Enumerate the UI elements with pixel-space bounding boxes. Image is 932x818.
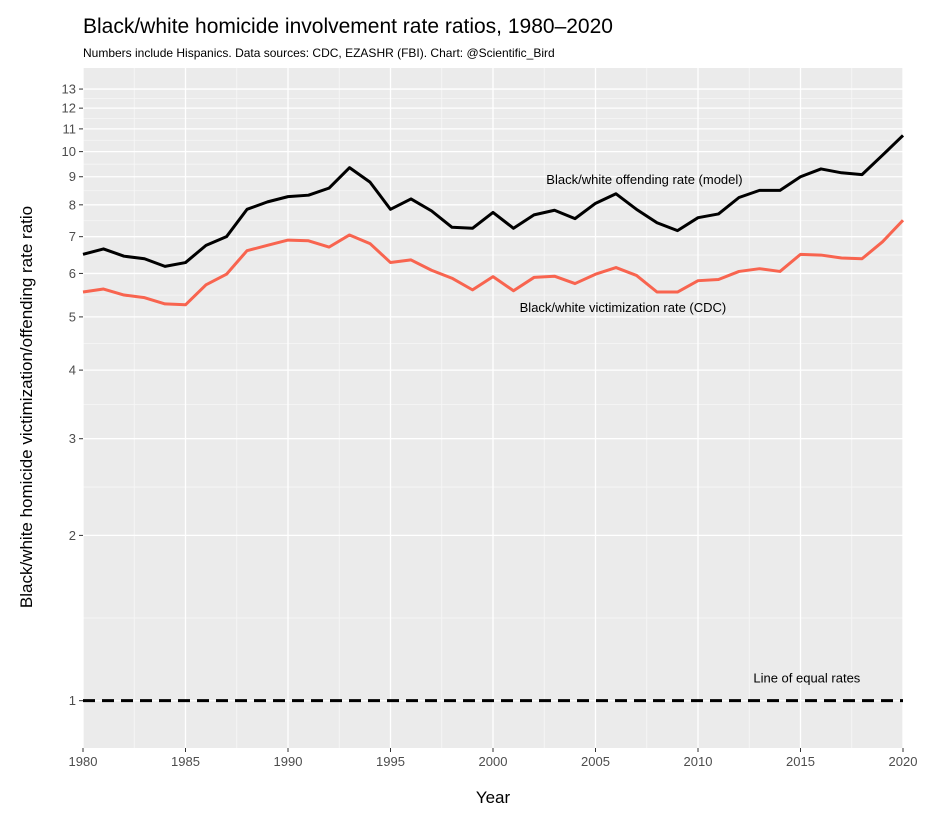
y-tick-label: 2: [69, 528, 76, 543]
y-tick-label: 1: [69, 693, 76, 708]
series-layer: [82, 134, 905, 307]
y-tick-label: 7: [69, 229, 76, 244]
y-tick-label: 13: [62, 82, 76, 97]
offending-rate-line: [82, 134, 905, 268]
y-tick-label: 3: [69, 431, 76, 446]
chart-subtitle: Numbers include Hispanics. Data sources:…: [83, 46, 555, 60]
x-tick-label: 2000: [479, 754, 508, 769]
equal-rates-annotation: Line of equal rates: [753, 670, 860, 685]
chart-title: Black/white homicide involvement rate ra…: [83, 15, 613, 38]
x-tick-label: 2005: [581, 754, 610, 769]
x-tick-label: 2010: [684, 754, 713, 769]
y-tick-label: 9: [69, 169, 76, 184]
annotations-layer: Black/white offending rate (model) Black/…: [520, 172, 861, 686]
x-axis: 1980 1985 1990 1995 2000 2005 2010 2015 2020: [69, 748, 918, 769]
x-tick-label: 1980: [69, 754, 98, 769]
y-axis-title: Black/white homicide victimization/offen…: [17, 206, 36, 608]
x-tick-label: 1990: [274, 754, 303, 769]
y-tick-label: 4: [69, 363, 76, 378]
victimization-rate-line: [82, 219, 905, 307]
grid-major: [82, 68, 904, 748]
y-tick-label: 11: [63, 121, 77, 136]
x-tick-label: 1995: [376, 754, 405, 769]
x-axis-title: Year: [476, 788, 511, 807]
y-tick-label: 8: [69, 197, 76, 212]
x-tick-label: 2015: [786, 754, 815, 769]
victimization-annotation: Black/white victimization rate (CDC): [520, 300, 727, 315]
y-tick-label: 5: [69, 309, 76, 324]
y-tick-label: 10: [62, 144, 76, 159]
y-tick-label: 12: [62, 101, 76, 116]
x-tick-label: 1985: [171, 754, 200, 769]
offending-annotation: Black/white offending rate (model): [546, 172, 742, 187]
x-tick-label: 2020: [889, 754, 918, 769]
y-tick-label: 6: [69, 266, 76, 281]
